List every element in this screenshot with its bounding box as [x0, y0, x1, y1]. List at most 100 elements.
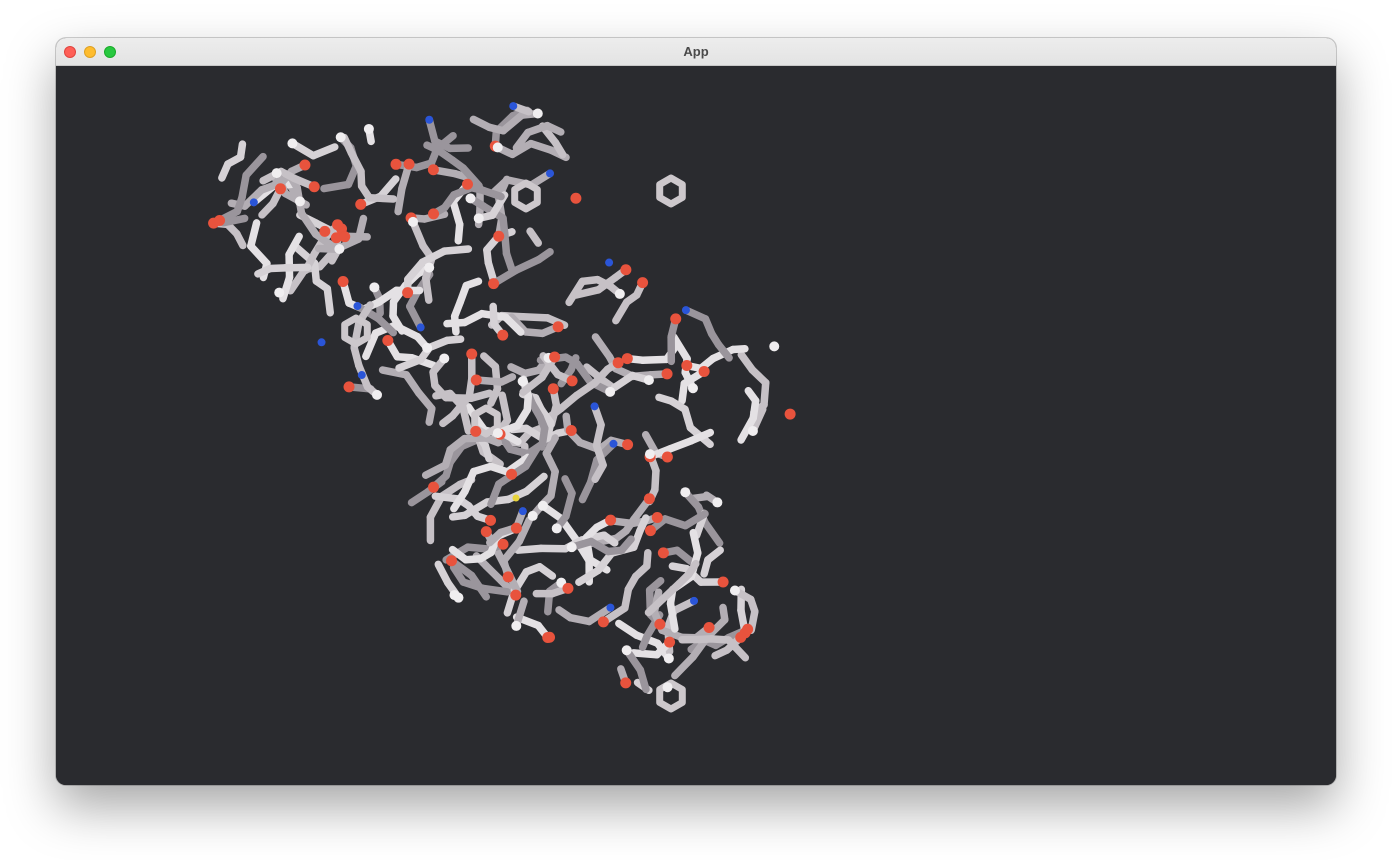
atom: [681, 306, 690, 315]
atom: [355, 198, 367, 210]
bond: [638, 632, 652, 651]
bond: [247, 242, 271, 268]
bond: [585, 603, 615, 626]
atom: [422, 342, 433, 353]
atom: [214, 214, 226, 226]
atom: [703, 621, 715, 633]
title-bar[interactable]: App: [56, 38, 1336, 66]
atom: [597, 616, 609, 628]
bond: [519, 312, 552, 322]
atom: [663, 653, 674, 664]
atom: [509, 102, 518, 111]
atom: [510, 589, 522, 601]
atom: [621, 645, 632, 656]
atom: [690, 596, 699, 605]
bond: [431, 492, 463, 503]
atom: [363, 123, 374, 134]
bond: [449, 198, 464, 229]
atom: [549, 351, 561, 363]
bond: [685, 559, 700, 578]
maximize-icon[interactable]: [104, 46, 116, 58]
bond: [241, 186, 266, 210]
bond: [499, 111, 526, 135]
atom: [680, 487, 691, 498]
bond: [500, 537, 524, 565]
atom: [439, 353, 450, 364]
atom: [537, 500, 548, 511]
bond: [737, 414, 757, 444]
bond: [320, 180, 353, 193]
bond: [670, 333, 691, 363]
bond: [286, 265, 309, 295]
bond: [394, 184, 406, 216]
atom: [337, 275, 349, 287]
bond: [377, 175, 400, 200]
bond: [719, 603, 729, 624]
atom: [644, 525, 656, 537]
atom: [747, 425, 758, 436]
atom: [612, 357, 624, 369]
atom: [643, 375, 654, 386]
atom: [470, 374, 482, 386]
bond: [543, 121, 565, 136]
minimize-icon[interactable]: [84, 46, 96, 58]
bond: [443, 335, 465, 345]
atom: [485, 514, 497, 526]
atom: [461, 178, 473, 190]
bond: [365, 194, 398, 203]
atom: [527, 510, 538, 521]
aromatic-ring: [656, 174, 686, 208]
atom: [425, 115, 434, 124]
bond: [600, 531, 619, 547]
bond: [514, 544, 545, 554]
atom: [547, 383, 559, 395]
bond: [362, 329, 380, 361]
bond: [572, 286, 603, 299]
aromatic-ring: [656, 679, 686, 713]
atom: [606, 603, 615, 612]
molecule-viewport[interactable]: [56, 66, 1336, 785]
atom: [532, 108, 543, 119]
atom: [343, 381, 355, 393]
aromatic-ring: [341, 314, 371, 348]
bond: [512, 255, 543, 275]
atom: [510, 522, 522, 534]
bond: [629, 649, 661, 659]
atom: [428, 208, 440, 220]
atom: [717, 576, 729, 588]
bond: [297, 209, 320, 238]
bond: [526, 227, 543, 247]
bond: [236, 140, 247, 161]
atom: [637, 277, 649, 289]
bond: [464, 543, 495, 554]
atom: [353, 302, 362, 311]
atom: [620, 264, 632, 276]
atom: [335, 132, 346, 143]
bond: [254, 264, 274, 278]
atom: [784, 408, 796, 420]
atom: [369, 282, 380, 293]
atom: [294, 196, 305, 207]
atom: [644, 449, 655, 460]
close-icon[interactable]: [64, 46, 76, 58]
atom: [274, 287, 285, 298]
bond: [279, 273, 294, 303]
bond: [480, 352, 500, 371]
bond: [700, 556, 712, 578]
bond: [323, 284, 334, 317]
bond-layer: [209, 102, 770, 713]
atom: [546, 169, 555, 178]
atom: [492, 428, 503, 439]
atom: [502, 571, 514, 583]
atom: [657, 547, 669, 559]
atom: [566, 542, 577, 553]
atom: [390, 158, 402, 170]
bond: [515, 516, 534, 546]
atom: [687, 383, 698, 394]
atom: [428, 481, 440, 493]
bond: [562, 489, 576, 521]
atom: [605, 386, 616, 397]
bond: [459, 403, 473, 435]
aromatic-ring: [511, 179, 541, 213]
bond: [482, 434, 503, 447]
